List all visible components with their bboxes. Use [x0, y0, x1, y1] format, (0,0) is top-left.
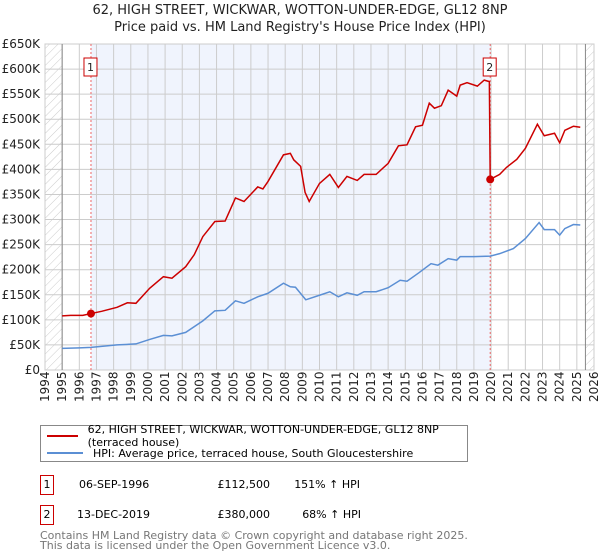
sale-badge: 2 [40, 505, 54, 525]
legend-blue-line [47, 452, 83, 454]
x-tick-label: 1997 [89, 371, 103, 402]
sale-row: 2 13-DEC-2019 £380,000 68% ↑ HPI [40, 505, 540, 525]
x-tick-label: 2025 [570, 371, 584, 402]
sale-badge: 1 [40, 475, 54, 495]
chart-subtitle: Price paid vs. HM Land Registry's House … [114, 20, 486, 35]
legend: 62, HIGH STREET, WICKWAR, WOTTON-UNDER-E… [40, 423, 468, 462]
sale-row: 1 06-SEP-1996 £112,500 151% ↑ HPI [40, 475, 540, 495]
sale-date: 06-SEP-1996 [79, 478, 150, 491]
legend-red-line [47, 435, 78, 437]
y-tick-label: £0 [25, 363, 40, 377]
y-tick-label: £550K [2, 87, 42, 101]
x-tick-label: 2021 [501, 371, 515, 402]
x-tick-label: 2013 [364, 371, 378, 402]
x-tick-label: 1998 [107, 371, 121, 402]
footer-line-2: This data is licensed under the Open Gov… [40, 539, 391, 552]
hpi-series-line [62, 221, 581, 350]
x-tick-label: 2012 [347, 371, 361, 402]
x-tick-label: 2000 [141, 371, 155, 402]
x-tick-label: 2014 [381, 371, 395, 402]
x-tick-label: 2003 [192, 371, 206, 402]
x-tick-label: 2011 [330, 371, 344, 402]
hatched-region [45, 44, 63, 370]
y-tick-label: £650K [2, 37, 42, 51]
x-tick-label: 2006 [244, 371, 258, 402]
x-tick-label: 2010 [313, 371, 327, 402]
y-tick-label: £300K [2, 213, 42, 227]
sale-label-box [83, 57, 98, 77]
x-tick-label: 2019 [467, 371, 481, 402]
x-tick-label: 2005 [227, 371, 241, 402]
x-tick-label: 2016 [415, 371, 429, 402]
x-tick-label: 2009 [295, 371, 309, 402]
x-tick-label: 2023 [536, 371, 550, 402]
y-tick-label: £500K [2, 112, 42, 126]
x-tick-label: 2020 [484, 371, 498, 402]
sale-hpi: 151% ↑ HPI [294, 478, 360, 491]
x-tick-label: 1995 [55, 371, 69, 402]
legend-hpi: HPI: Average price, terraced house, Sout… [93, 446, 414, 460]
y-tick-label: £600K [2, 62, 42, 76]
footer: Contains HM Land Registry data © Crown c… [40, 529, 468, 552]
y-tick-label: £250K [2, 238, 42, 252]
x-tick-label: 2024 [553, 371, 567, 402]
y-tick-label: £450K [2, 137, 42, 151]
chart-title: 62, HIGH STREET, WICKWAR, WOTTON-UNDER-E… [92, 3, 508, 18]
sale-period-shade [90, 44, 491, 370]
sale-date: 13-DEC-2019 [77, 508, 151, 521]
sale-price: £112,500 [217, 478, 271, 491]
x-tick-label: 2008 [278, 371, 292, 402]
x-tick-label: 2022 [518, 371, 532, 402]
property-series-line [62, 79, 581, 317]
x-tick-label: 1996 [72, 371, 86, 402]
x-tick-label: 2001 [158, 371, 172, 402]
x-tick-label: 2026 [587, 371, 600, 402]
sale-label: 2 [486, 61, 493, 74]
plot-border [44, 43, 595, 371]
legend-property: 62, HIGH STREET, WICKWAR, WOTTON-UNDER-E… [87, 423, 439, 449]
x-tick-label: 2004 [210, 371, 224, 402]
sale-point [86, 309, 95, 318]
x-tick-label: 2018 [450, 371, 464, 402]
sale-price: £380,000 [217, 508, 271, 521]
footer-line-1: Contains HM Land Registry data © Crown c… [40, 529, 468, 542]
x-tick-label: 2017 [433, 371, 447, 402]
sale-hpi: 68% ↑ HPI [302, 508, 361, 521]
y-tick-label: £150K [2, 288, 42, 302]
x-tick-label: 2007 [261, 371, 275, 402]
x-tick-label: 2002 [175, 371, 189, 402]
x-tick-label: 2015 [398, 371, 412, 402]
x-tick-label: 1999 [124, 371, 138, 402]
sale-label-box [482, 57, 497, 77]
sale-point [486, 175, 495, 184]
y-tick-label: £100K [2, 313, 42, 327]
y-tick-label: £400K [2, 162, 42, 176]
hatched-region [585, 44, 594, 370]
x-tick-label: 1994 [38, 371, 52, 402]
y-tick-label: £350K [2, 187, 42, 201]
y-tick-label: £50K [9, 338, 41, 352]
y-tick-label: £200K [2, 263, 42, 277]
sale-label: 1 [87, 61, 94, 74]
price-chart: £0 £50K £100K £150K £200K £250K £300K £350K £400… [2, 37, 600, 402]
